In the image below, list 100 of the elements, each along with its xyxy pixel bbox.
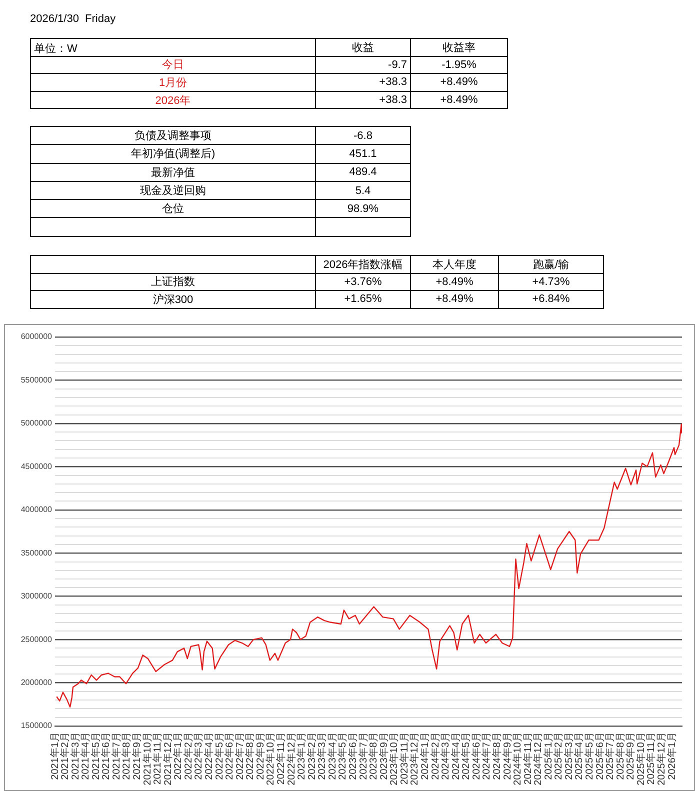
x-tick-label: 2023年1月 [296,732,308,780]
x-tick-label: 2024年4月 [450,732,462,780]
x-tick-label: 2024年1月 [418,732,431,780]
x-tick-label: 2022年1月 [172,732,184,780]
x-tick-label: 2024年7月 [480,732,493,780]
x-tick-label: 2024年9月 [501,732,514,780]
x-tick-label: 2025年9月 [624,732,637,780]
y-tick-label: 5000000 [20,418,53,428]
data-label: -9.7 [316,56,410,74]
category-label: 最新净值 [30,163,316,182]
x-tick-label: 2023年5月 [336,732,349,780]
data-label: 451.1 [316,144,410,164]
x-tick-label: 2025年12月 [656,732,668,786]
data-label: 5.4 [316,181,410,200]
data-label: +8.49% [410,74,508,92]
x-tick-label: 2024年12月 [532,732,544,786]
data-label: 489.4 [316,163,410,182]
category-label: 沪深300 [30,290,316,308]
data-label: +1.65% [316,290,410,308]
x-tick-label: 2023年6月 [346,732,359,780]
data-label: +6.84% [498,290,604,308]
category-label: 年初净值(调整后) [30,144,316,164]
text: 2026年指数涨幅 [316,256,410,274]
x-tick-label: 2023年7月 [357,732,370,780]
x-tick-label: 2022年5月 [213,732,226,780]
x-tick-label: 2024年11月 [522,732,534,785]
x-tick-label: 2023年11月 [398,732,410,785]
x-tick-label: 2025年11月 [645,732,658,785]
x-tick-label: 2021年8月 [120,732,133,780]
category-label: 2026年 [30,91,316,109]
x-tick-label: 2021年12月 [162,732,174,786]
data-label: +8.49% [410,91,508,109]
category-label: 负债及调整事项 [30,126,316,145]
x-tick-label: 2021年5月 [90,732,102,780]
x-tick-label: 2022年12月 [285,732,298,786]
x-tick-label: 2025年6月 [594,732,606,780]
data-label: +38.3 [316,91,410,109]
x-tick-label: 2021年7月 [110,732,122,780]
y-tick-label: 3500000 [20,548,53,558]
text: 2026/1/30 Friday [30,12,117,27]
x-tick-label: 2021年4月 [80,732,92,780]
x-tick-label: 2022年7月 [234,732,246,780]
x-tick-label: 2025年3月 [562,732,575,780]
x-tick-label: 2023年9月 [378,732,390,780]
x-tick-label: 2025年5月 [584,732,596,780]
data-label: 98.9% [316,200,410,218]
x-tick-label: 2022年9月 [254,732,266,780]
x-tick-label: 2021年1月 [48,732,61,780]
x-tick-label: 2024年5月 [460,732,472,780]
y-tick-label: 4000000 [20,505,53,514]
x-tick-label: 2025年10月 [634,732,647,786]
data-label: +8.49% [410,273,498,291]
data-label: +4.73% [498,273,604,291]
x-tick-label: 2023年10月 [388,732,400,786]
x-tick-label: 2026年1月 [666,732,678,780]
x-tick-label: 2025年7月 [604,732,616,780]
data-label: +8.49% [410,290,498,308]
category-label: 现金及逆回购 [30,181,316,200]
category-label: 仓位 [30,200,316,218]
x-tick-label: 2021年10月 [141,732,154,786]
x-tick-label: 2024年8月 [490,732,503,780]
category-label: 1月份 [30,74,316,92]
y-tick-label: 2000000 [20,678,53,687]
x-tick-label: 2021年3月 [69,732,82,780]
y-tick-label: 3000000 [20,592,53,601]
x-tick-label: 2025年4月 [573,732,586,780]
x-tick-label: 2022年8月 [244,732,256,780]
x-tick-label: 2023年4月 [326,732,338,780]
x-tick-label: 2023年8月 [368,732,380,780]
data-label: +38.3 [316,74,410,92]
x-tick-label: 2023年2月 [306,732,318,780]
x-tick-label: 2021年11月 [152,732,164,785]
text: 单位：W [30,38,316,56]
y-tick-label: 6000000 [20,332,53,342]
x-tick-label: 2022年4月 [203,732,216,780]
y-tick-label: 2500000 [20,634,53,644]
x-tick-label: 2025年2月 [552,732,565,780]
x-tick-label: 2024年2月 [429,732,442,780]
x-tick-label: 2023年12月 [408,732,421,786]
y-tick-label: 4500000 [20,462,53,471]
x-tick-label: 2023年3月 [316,732,328,780]
x-tick-label: 2022年3月 [192,732,205,780]
x-tick-label: 2021年6月 [100,732,112,780]
text: 收益率 [410,38,508,56]
data-label: -6.8 [316,126,410,145]
text: 本人年度 [410,256,498,274]
data-label: +3.76% [316,273,410,291]
text: 收益 [316,38,410,56]
x-tick-label: 2024年10月 [512,732,524,786]
x-tick-label: 2024年6月 [470,732,482,780]
y-tick-label: 1500000 [20,721,53,730]
x-tick-label: 2024年3月 [440,732,452,780]
text: 跑赢/输 [498,256,604,274]
x-tick-label: 2022年11月 [275,732,287,785]
x-tick-label: 2025年1月 [542,732,554,780]
category-label: 今日 [30,56,316,74]
x-tick-label: 2021年2月 [59,732,72,780]
data-label: -1.95% [410,56,508,74]
x-tick-label: 2025年8月 [614,732,626,780]
x-tick-label: 2022年10月 [264,732,277,786]
